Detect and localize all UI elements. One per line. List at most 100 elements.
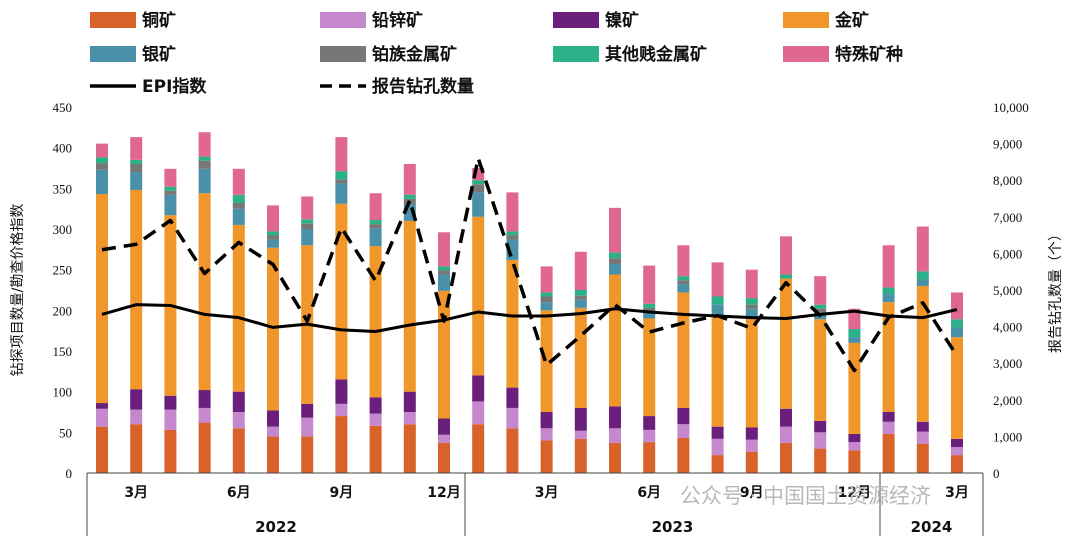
bar-segment (369, 224, 382, 229)
bar-segment (643, 307, 656, 312)
y-left-tick-label: 250 (53, 263, 73, 278)
y-left-tick-label: 350 (53, 181, 73, 196)
bar-segment (164, 409, 177, 430)
y-left-tick-label: 300 (53, 222, 73, 237)
bar-segment (780, 236, 792, 275)
bar-segment (232, 208, 245, 225)
bar-segment (643, 429, 656, 443)
bar-segment (643, 318, 656, 417)
bar-segment (780, 408, 792, 427)
bar-segment (609, 263, 621, 275)
y-right-tick-label: 6,000 (993, 246, 1022, 261)
y-right-tick-label: 10,000 (993, 100, 1029, 115)
bars (96, 132, 963, 473)
bar-segment (780, 278, 792, 409)
bar-segment (232, 391, 245, 412)
bar-segment (267, 231, 279, 236)
bar-segment (403, 220, 416, 392)
bar-segment (438, 274, 450, 291)
bar-segment (574, 251, 587, 290)
y-right-tick-label: 2,000 (993, 393, 1022, 408)
y-right-tick-label: 8,000 (993, 173, 1022, 188)
bar-segment (164, 168, 177, 187)
bar-segment (369, 193, 382, 221)
bar-segment (198, 156, 211, 161)
bar-segment (369, 397, 382, 414)
bar-segment (882, 294, 895, 303)
bar-segment (438, 232, 450, 267)
bar-segment (916, 443, 929, 473)
y-left-tick-label: 150 (53, 344, 73, 359)
bar-segment (882, 421, 895, 434)
legend-swatch (90, 12, 136, 28)
bar-segment (232, 202, 245, 209)
bar-segment (506, 428, 519, 473)
bar-segment (677, 292, 690, 408)
bar-segment (335, 416, 348, 473)
bar-segment (335, 403, 348, 417)
bar-segment (96, 163, 108, 170)
bar-segment (540, 412, 553, 429)
bar-segment (916, 271, 929, 280)
bar-segment (369, 425, 382, 473)
bar-segment (814, 308, 827, 313)
bar-segment (574, 430, 587, 439)
bar-segment (951, 446, 963, 456)
bar-segment (848, 337, 861, 343)
legend-label: 铂族金属矿 (372, 44, 457, 65)
bar-segment (643, 311, 656, 319)
legend-swatch (553, 12, 599, 28)
bar-segment (198, 168, 211, 194)
bar-segment (711, 455, 724, 473)
bar-segment (198, 132, 211, 157)
bar-segment (609, 274, 621, 407)
bar-segment (677, 284, 690, 293)
legend-swatch (553, 46, 599, 62)
y-left-axis-title: 钻探项目数量/勘查价格指数 (10, 204, 26, 377)
bar-segment (164, 429, 177, 473)
bar-segment (130, 189, 143, 390)
bar-segment (951, 292, 963, 320)
bar-segment (96, 426, 108, 473)
bar-segment (609, 252, 621, 259)
x-tick-label: 3月 (535, 485, 559, 501)
bar-segment (472, 375, 485, 402)
bar-segment (267, 410, 279, 427)
bar-segment (130, 172, 143, 190)
bar-segment (130, 137, 143, 160)
bar-segment (301, 417, 314, 437)
legend-label: 银矿 (142, 44, 176, 65)
bar-segment (403, 194, 416, 199)
bar-segment (745, 439, 758, 452)
bar-segment (540, 296, 553, 303)
legend-label: 金矿 (834, 10, 869, 31)
legend-swatch (320, 12, 366, 28)
x-tick-label: 12月 (838, 485, 871, 501)
bar-segment (745, 269, 758, 299)
bar-segment (848, 342, 861, 434)
bar-segment (780, 426, 792, 443)
bar-segment (335, 379, 348, 404)
bar-segment (198, 390, 211, 408)
y-right-tick-label: 1,000 (993, 429, 1022, 444)
bar-segment (301, 219, 314, 224)
bar-segment (267, 235, 279, 240)
bar-segment (472, 180, 485, 185)
bar-segment (438, 270, 450, 275)
bar-segment (540, 428, 553, 441)
y-left-tick-label: 400 (53, 141, 73, 156)
bar-segment (130, 389, 143, 410)
bar-segment (301, 196, 314, 220)
bar-segment (540, 440, 553, 473)
bar-segment (301, 229, 314, 246)
bar-segment (164, 194, 177, 216)
bar-segment (745, 304, 758, 309)
y-left-tick-label: 450 (53, 100, 73, 115)
bar-segment (506, 235, 519, 240)
bar-segment (677, 280, 690, 285)
y-right-axis-title: 报告钻孔数量（个） (1048, 227, 1064, 353)
bar-segment (882, 433, 895, 473)
bar-segment (472, 216, 485, 376)
bar-segment (711, 426, 724, 439)
bar-segment (438, 290, 450, 419)
